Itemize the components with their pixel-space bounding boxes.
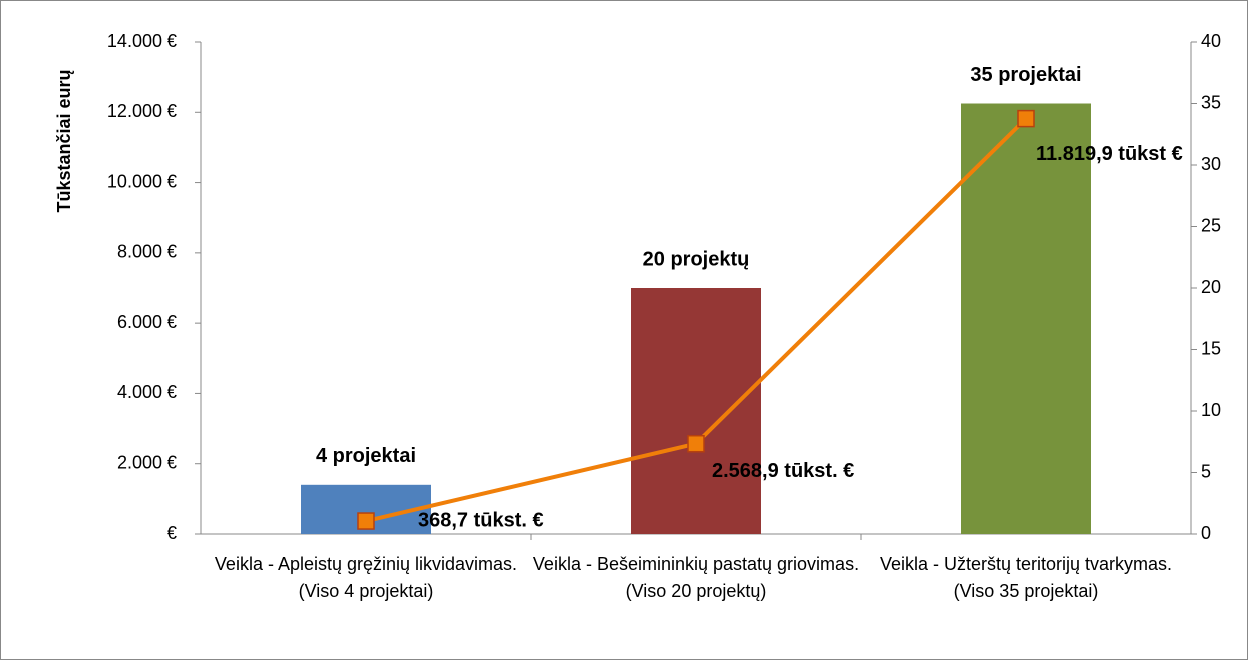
y-tick-label: 6.000 € (117, 312, 177, 332)
line-label: 368,7 tūkst. € (418, 509, 544, 531)
bar (961, 103, 1091, 534)
bar (631, 288, 761, 534)
y-tick-label: 12.000 € (107, 101, 177, 121)
y2-tick-label: 20 (1201, 277, 1221, 297)
y-tick-label: 14.000 € (107, 31, 177, 51)
line-label: 11.819,9 tūkst € (1036, 143, 1183, 165)
bar-label: 20 projektų (643, 248, 750, 270)
y-tick-label: 8.000 € (117, 242, 177, 262)
y-tick-label: € (167, 523, 177, 543)
y2-tick-label: 15 (1201, 338, 1221, 358)
marker (687, 434, 705, 453)
marker (357, 512, 375, 530)
y2-tick-label: 0 (1201, 523, 1211, 543)
y2-tick-label: 30 (1201, 154, 1221, 174)
y2-tick-label: 5 (1201, 461, 1211, 481)
y-tick-label: 2.000 € (117, 452, 177, 472)
y-tick-label: 4.000 € (117, 382, 177, 402)
y2-tick-label: 10 (1201, 400, 1221, 420)
x-tick-label: Veikla - Apleistų gręžinių likvidavimas.… (214, 554, 518, 601)
line-label: 2.568,9 tūkst. € (712, 460, 854, 482)
x-tick-label: Veikla - Bešeimininkių pastatų griovimas… (532, 554, 860, 601)
y-tick-label: 10.000 € (107, 171, 177, 191)
y-axis-title: Tūkstančiai eurų (54, 69, 74, 212)
x-tick-label: Veikla - Užterštų teritorijų tvarkymas. … (879, 554, 1173, 601)
y2-tick-label: 35 (1201, 92, 1221, 112)
y2-tick-label: 25 (1201, 215, 1221, 235)
bar-label: 4 projektai (316, 445, 416, 467)
marker (1017, 109, 1035, 128)
bar-label: 35 projektai (970, 64, 1081, 86)
y2-tick-label: 40 (1201, 31, 1221, 51)
